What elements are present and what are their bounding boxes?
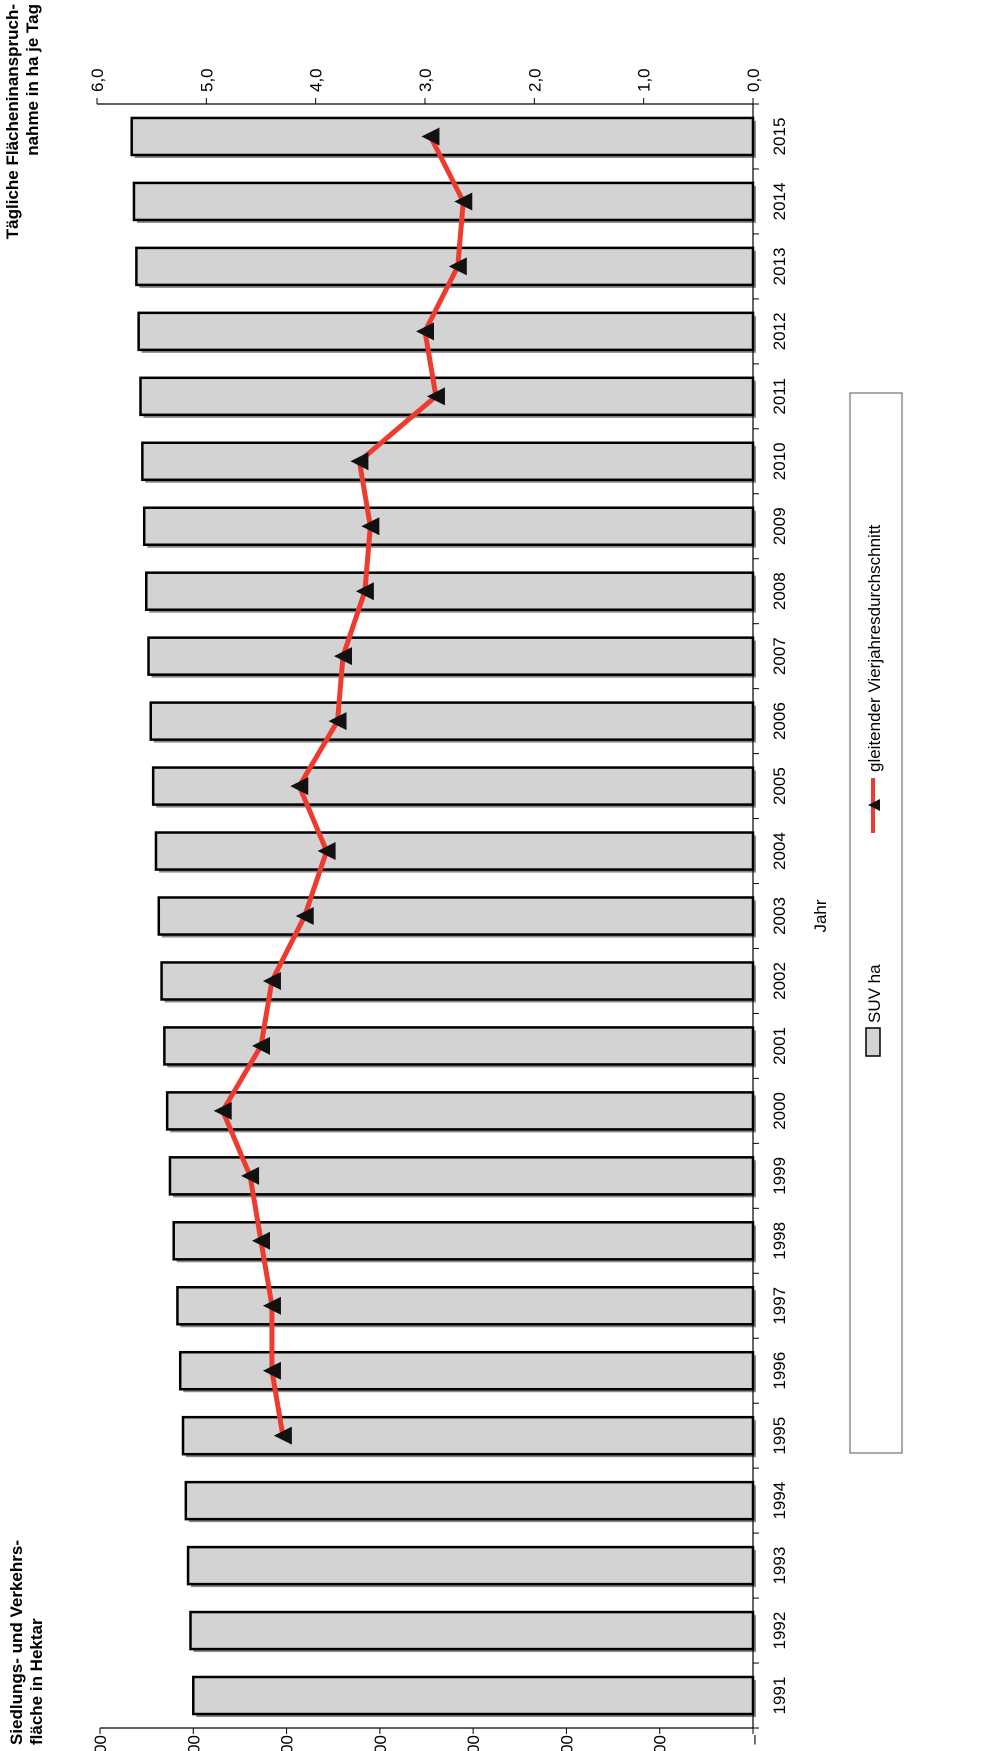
left-axis-tick-label: 200 000 [371,1735,390,1751]
right-axis-title: Tägliche Flächeninanspruch- [3,4,22,239]
line-marker-2006 [328,712,347,731]
category-label-1998: 1998 [770,1222,789,1260]
right-axis-tick-label: 3,0 [416,68,435,92]
left-axis-tick-label: 150 000 [464,1735,483,1751]
bar-2005 [151,766,755,806]
category-label-1991: 1991 [770,1677,789,1715]
line-marker-2007 [334,647,352,666]
bar-2013 [135,246,755,287]
left-axis-tick-label: 350 000 [91,1735,110,1751]
bar-2009 [142,506,755,547]
right-axis-title: nahme in ha je Tag [23,4,42,156]
right-axis-tick-label: 0,0 [744,68,763,92]
category-label-2001: 2001 [770,1027,789,1065]
legend: SUV ha gleitender Vierjahresdurchschnitt [849,392,903,1454]
bar-2006 [149,701,755,741]
line-series [213,127,473,1445]
bar-2011 [139,376,755,417]
category-label-2002: 2002 [770,962,789,1000]
category-label-2000: 2000 [770,1092,789,1130]
category-label-1999: 1999 [770,1157,789,1195]
bar-2007 [147,636,755,676]
axes [96,98,759,1734]
bar-1994 [184,1480,755,1521]
category-label-2009: 2009 [770,507,789,545]
legend-box [849,392,903,1454]
category-label-2008: 2008 [770,572,789,610]
bar-group [130,116,757,1718]
bar-2015 [130,116,755,157]
bar-1993 [186,1545,755,1586]
line-marker-2004 [317,842,336,861]
category-label-2004: 2004 [770,832,789,870]
left-axis-tick-label: 50 000 [651,1735,670,1751]
line-marker-2015 [421,127,440,146]
bar-2002 [160,961,755,1001]
line-marker-2009 [361,517,380,536]
line-marker-1996 [262,1361,281,1380]
line-marker-2008 [355,582,374,601]
line-marker-2005 [290,777,309,796]
left-axis-tick-label: 250 000 [278,1735,297,1751]
left-axis-title: Siedlungs- und Verkehrs- [7,1540,26,1745]
line-marker-2014 [454,192,473,211]
labels: 1991 1992 1993 1994 1995 1996 1997 1998 1999 2000… [3,4,830,1751]
category-label-2010: 2010 [770,442,789,480]
bar-1992 [189,1610,755,1651]
legend-label-line: gleitender Vierjahresdurchschnitt [865,524,884,772]
bar-1998 [172,1221,755,1261]
x-axis-title: Jahr [811,899,830,932]
bar-2008 [145,571,755,611]
left-axis-tick-label: 300 000 [184,1735,203,1751]
right-axis-tick-label: 4,0 [307,68,326,92]
category-label-1996: 1996 [770,1352,789,1390]
line-marker-2003 [295,907,314,925]
line-marker-1998 [252,1231,270,1250]
category-label-1997: 1997 [770,1287,789,1325]
category-label-2014: 2014 [770,183,789,221]
category-label-1994: 1994 [770,1482,789,1520]
category-label-2013: 2013 [770,247,789,285]
bar-2014 [132,181,755,222]
category-label-2005: 2005 [770,767,789,805]
left-axis-tick-label: 100 000 [557,1735,576,1751]
line-marker-2011 [426,387,445,406]
legend-swatch-marker [868,799,880,811]
legend-swatch-bar [865,1027,881,1057]
category-label-2003: 2003 [770,897,789,935]
line-marker-2000 [213,1101,232,1120]
bar-2012 [137,311,755,352]
left-axis-title: fläche in Hektar [27,1618,46,1745]
line-marker-2002 [262,971,281,990]
bar-2000 [165,1091,755,1131]
line-marker-1999 [241,1166,260,1185]
line-marker-2001 [252,1036,270,1055]
bar-1995 [181,1415,755,1456]
right-axis-tick-label: 5,0 [197,68,216,92]
line-marker-1995 [273,1426,292,1445]
category-label-2006: 2006 [770,702,789,740]
line-marker-1997 [262,1296,281,1315]
bar-1991 [192,1675,755,1716]
right-axis-tick-label: 6,0 [88,68,107,92]
category-label-2007: 2007 [770,637,789,675]
bar-2004 [154,831,755,871]
bar-2003 [157,896,755,936]
left-axis-tick-label: – [744,1734,763,1744]
category-label-1992: 1992 [770,1612,789,1650]
line-marker-2010 [350,452,369,471]
category-label-1993: 1993 [770,1547,789,1585]
right-axis-tick-label: 2,0 [525,68,544,92]
category-label-2011: 2011 [770,378,789,415]
bar-2010 [141,441,755,482]
right-axis-tick-label: 1,0 [635,68,654,92]
line-marker-2012 [416,322,434,341]
legend-label-bar: SUV ha [865,964,884,1023]
line-marker-2013 [448,257,467,276]
category-label-1995: 1995 [770,1417,789,1455]
category-label-2015: 2015 [770,118,789,156]
category-label-2012: 2012 [770,312,789,350]
